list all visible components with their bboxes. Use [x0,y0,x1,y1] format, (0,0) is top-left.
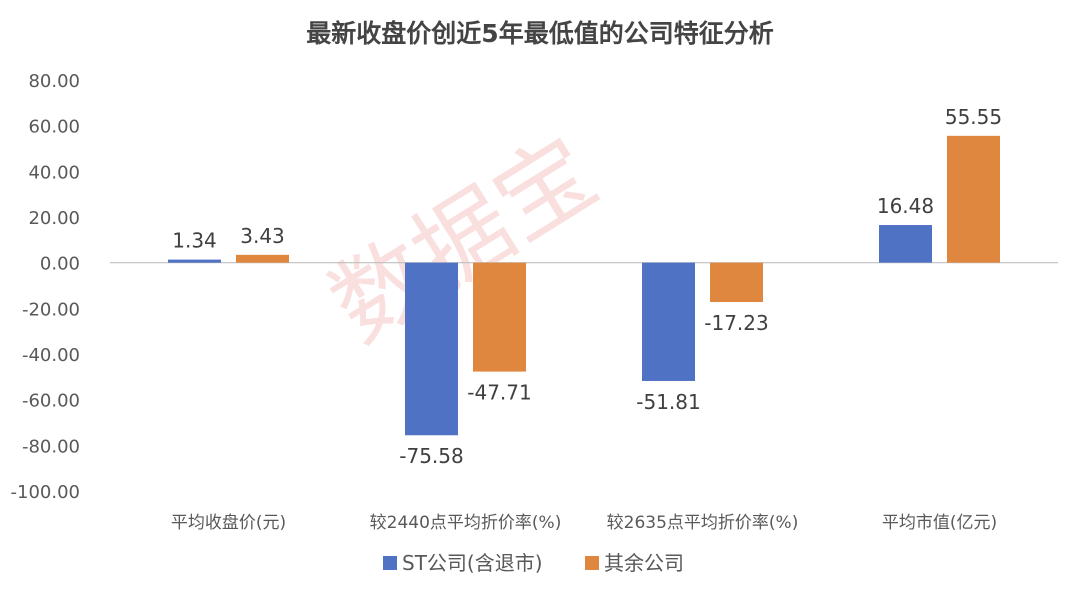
x-tick-label: 平均收盘价(元) [171,513,286,533]
bar-other [236,254,289,263]
bar-other [947,135,1000,263]
x-tick-label: 平均市值(亿元) [882,513,997,533]
x-tick-label: 较2635点平均折价率(%) [607,513,799,533]
data-label: -47.71 [467,381,531,405]
data-label: -75.58 [399,444,463,468]
bar-st [168,259,221,263]
y-tick-label: -100.00 [11,482,80,503]
y-tick-label: 20.00 [28,208,80,229]
bar-other [710,262,763,303]
y-tick-label: -40.00 [22,345,80,366]
chart-title: 最新收盘价创近5年最低值的公司特征分析 [306,19,774,48]
bar-st [642,262,695,381]
legend-label: ST公司(含退市) [402,551,543,575]
y-tick-label: -20.00 [22,299,80,320]
y-tick-label: 40.00 [28,162,80,183]
data-label: -17.23 [704,311,768,335]
y-tick-label: 80.00 [28,71,80,92]
data-label: 16.48 [877,194,934,218]
legend-label: 其余公司 [604,551,684,575]
bar-st [879,225,932,263]
y-tick-label: -80.00 [22,436,80,457]
data-label: 55.55 [945,105,1002,129]
data-label: 1.34 [172,229,217,253]
bar-other [473,262,526,372]
y-tick-label: 60.00 [28,117,80,138]
y-tick-label: 0.00 [40,254,80,275]
legend-swatch [585,556,599,570]
legend-swatch [383,556,397,570]
data-label: 3.43 [240,224,285,248]
data-label: -51.81 [636,390,700,414]
x-tick-label: 较2440点平均折价率(%) [370,513,562,533]
bar-st [405,262,458,436]
y-tick-label: -60.00 [22,391,80,412]
